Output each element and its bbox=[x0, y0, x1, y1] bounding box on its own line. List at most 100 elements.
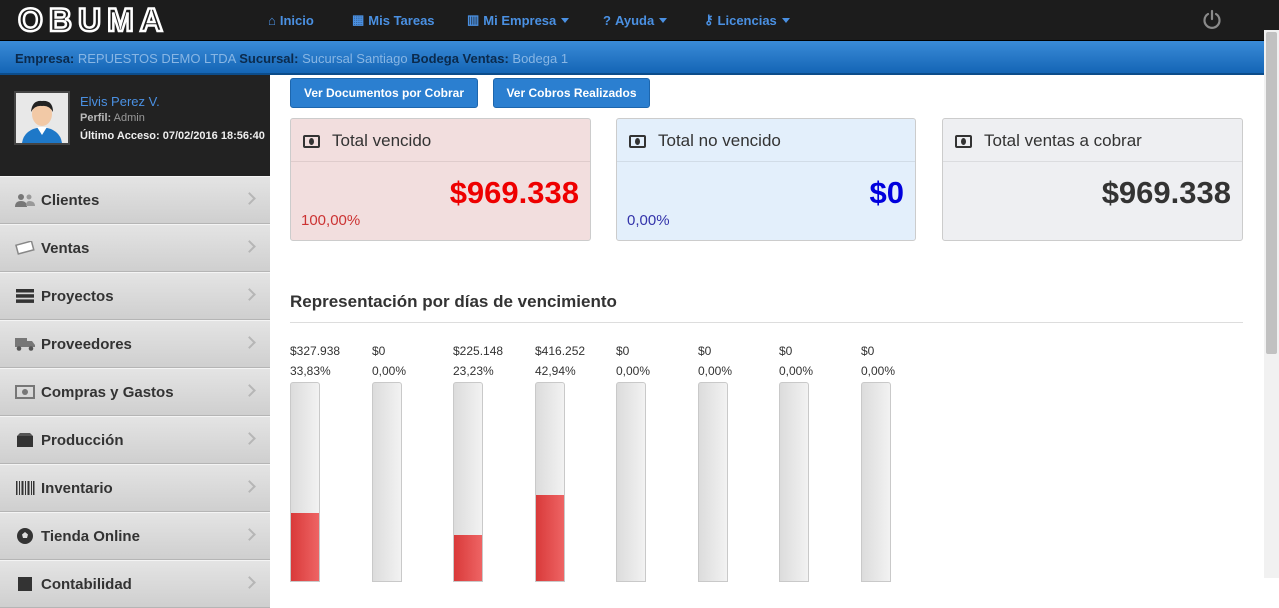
sidebar-item-label: Contabilidad bbox=[41, 575, 132, 593]
barcode-icon bbox=[14, 480, 36, 496]
empresa-value: REPUESTOS DEMO LTDA bbox=[77, 51, 236, 66]
obuma-logo[interactable]: OBUMA bbox=[18, 4, 236, 36]
sidebar-item-ventas[interactable]: Ventas bbox=[0, 224, 270, 272]
money-icon bbox=[14, 240, 36, 256]
section-title: Representación por días de vencimiento bbox=[290, 292, 617, 311]
empresa-label: Empresa: bbox=[15, 51, 75, 66]
sidebar-menu: Clientes Ventas Proyectos Proveedores Co… bbox=[0, 176, 270, 608]
section-divider bbox=[290, 322, 1243, 323]
sidebar-item-clientes[interactable]: Clientes bbox=[0, 176, 270, 224]
chevron-right-icon bbox=[243, 336, 256, 349]
sucursal-label: Sucursal: bbox=[239, 51, 299, 66]
bar-percent-label: 42,94% bbox=[535, 364, 576, 378]
bar-percent-label: 0,00% bbox=[698, 364, 733, 378]
profile-label: Perfil: bbox=[80, 112, 112, 124]
bar-track[interactable] bbox=[290, 382, 320, 582]
user-name[interactable]: Elvis Perez V. bbox=[80, 94, 160, 109]
last-access: Último Acceso: 07/02/2016 18:56:40 bbox=[80, 130, 265, 142]
total-no-vencido-card: Total no vencido $0 0,00% bbox=[616, 118, 916, 241]
bar-track[interactable] bbox=[779, 382, 809, 582]
sidebar-item-label: Proveedores bbox=[41, 335, 132, 353]
sidebar-item-compras-y-gastos[interactable]: Compras y Gastos bbox=[0, 368, 270, 416]
box-icon bbox=[14, 432, 36, 448]
bar-percent-label: 0,00% bbox=[616, 364, 651, 378]
bar-fill bbox=[291, 513, 319, 581]
bar-track[interactable] bbox=[616, 382, 646, 582]
bar-value-label: $0 bbox=[698, 344, 712, 358]
bar-fill bbox=[536, 495, 564, 581]
users-icon bbox=[14, 192, 36, 208]
bodega-value: Bodega 1 bbox=[512, 51, 569, 66]
bar-value-label: $0 bbox=[616, 344, 630, 358]
sidebar-item-label: Tienda Online bbox=[41, 527, 140, 545]
nav-mi-empresa[interactable]: ▥ Mi Empresa bbox=[467, 0, 570, 40]
nav-mis-tareas[interactable]: ▦ Mis Tareas bbox=[352, 0, 435, 40]
power-icon[interactable] bbox=[1201, 9, 1223, 31]
card-title: Total no vencido bbox=[658, 131, 781, 150]
svg-text:OBUMA: OBUMA bbox=[18, 4, 169, 36]
sidebar-item-produccion[interactable]: Producción bbox=[0, 416, 270, 464]
card-header: Total no vencido bbox=[629, 131, 781, 151]
ver-documentos-por-cobrar-button[interactable]: Ver Documentos por Cobrar bbox=[290, 78, 478, 108]
card-header: Total ventas a cobrar bbox=[955, 131, 1142, 151]
chevron-right-icon bbox=[243, 480, 256, 493]
bar-track[interactable] bbox=[372, 382, 402, 582]
card-title: Total vencido bbox=[332, 131, 432, 150]
sidebar-item-label: Clientes bbox=[41, 191, 100, 209]
card-divider bbox=[291, 161, 590, 162]
money-icon bbox=[303, 134, 320, 148]
sidebar-item-label: Producción bbox=[41, 431, 124, 449]
card-amount: $969.338 bbox=[1101, 175, 1231, 210]
bar-value-label: $0 bbox=[372, 344, 386, 358]
sidebar-item-proveedores[interactable]: Proveedores bbox=[0, 320, 270, 368]
card-percent: 100,00% bbox=[301, 212, 361, 229]
bar-value-label: $327.938 bbox=[290, 344, 341, 358]
sidebar-item-proyectos[interactable]: Proyectos bbox=[0, 272, 270, 320]
user-avatar-icon bbox=[16, 93, 68, 143]
nav-ayuda[interactable]: ? Ayuda bbox=[603, 0, 668, 40]
sidebar-item-label: Proyectos bbox=[41, 287, 114, 305]
sucursal-value: Sucursal Santiago bbox=[302, 51, 408, 66]
sidebar-item-inventario[interactable]: Inventario bbox=[0, 464, 270, 512]
chevron-right-icon bbox=[243, 432, 256, 445]
nav-inicio[interactable]: ⌂ Inicio bbox=[268, 0, 314, 40]
money-icon bbox=[629, 134, 646, 148]
ver-cobros-realizados-button[interactable]: Ver Cobros Realizados bbox=[493, 78, 650, 108]
tasks-icon bbox=[14, 288, 36, 304]
book-icon bbox=[14, 576, 36, 592]
nav-inicio-label: Inicio bbox=[279, 12, 314, 28]
sidebar: Elvis Perez V. Perfil: Admin Último Acce… bbox=[0, 75, 270, 608]
bar-value-label: $0 bbox=[779, 344, 793, 358]
sidebar-item-label: Ventas bbox=[41, 239, 90, 257]
sidebar-item-label: Compras y Gastos bbox=[41, 383, 174, 401]
home-icon: ⌂ bbox=[268, 12, 276, 28]
nav-ayuda-label: Ayuda bbox=[614, 12, 655, 28]
question-circle-icon: ? bbox=[603, 12, 611, 28]
building-icon: ▥ bbox=[467, 12, 480, 27]
user-profile-panel: Elvis Perez V. Perfil: Admin Último Acce… bbox=[0, 75, 270, 176]
card-divider bbox=[943, 161, 1242, 162]
bar-track[interactable] bbox=[535, 382, 565, 582]
nav-licencias[interactable]: ⚷ Licencias bbox=[704, 0, 790, 40]
bar-track[interactable] bbox=[698, 382, 728, 582]
chevron-right-icon bbox=[243, 528, 256, 541]
total-ventas-a-cobrar-card: Total ventas a cobrar $969.338 bbox=[942, 118, 1243, 241]
chevron-down-icon bbox=[561, 17, 570, 23]
sidebar-item-tienda-online[interactable]: Tienda Online bbox=[0, 512, 270, 560]
main-content: Ver Documentos por Cobrar Ver Cobros Rea… bbox=[270, 75, 1264, 582]
user-profile: Perfil: Admin bbox=[80, 112, 145, 124]
card-amount: $0 bbox=[869, 175, 904, 210]
sidebar-item-contabilidad[interactable]: Contabilidad bbox=[0, 560, 270, 608]
page-scrollbar-thumb[interactable] bbox=[1266, 32, 1277, 354]
bar-percent-label: 23,23% bbox=[453, 364, 494, 378]
context-bar: Empresa: REPUESTOS DEMO LTDA Sucursal: S… bbox=[0, 41, 1264, 75]
bar-value-label: $416.252 bbox=[535, 344, 586, 358]
bar-track[interactable] bbox=[453, 382, 483, 582]
avatar[interactable] bbox=[14, 91, 70, 145]
key-icon: ⚷ bbox=[704, 12, 714, 27]
bar-track[interactable] bbox=[861, 382, 891, 582]
chevron-right-icon bbox=[243, 192, 256, 205]
money-icon bbox=[955, 134, 972, 148]
bar-percent-label: 0,00% bbox=[861, 364, 896, 378]
bar-percent-label: 33,83% bbox=[290, 364, 331, 378]
